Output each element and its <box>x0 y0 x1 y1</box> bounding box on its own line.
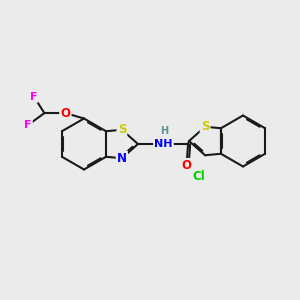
Text: F: F <box>30 92 38 102</box>
Text: Cl: Cl <box>193 170 206 183</box>
Text: F: F <box>24 120 32 130</box>
Text: N: N <box>117 152 127 165</box>
Text: S: S <box>118 123 126 136</box>
Text: O: O <box>60 106 70 120</box>
Text: O: O <box>182 159 192 172</box>
Text: S: S <box>201 120 209 133</box>
Text: H: H <box>160 126 168 136</box>
Text: NH: NH <box>154 139 173 149</box>
